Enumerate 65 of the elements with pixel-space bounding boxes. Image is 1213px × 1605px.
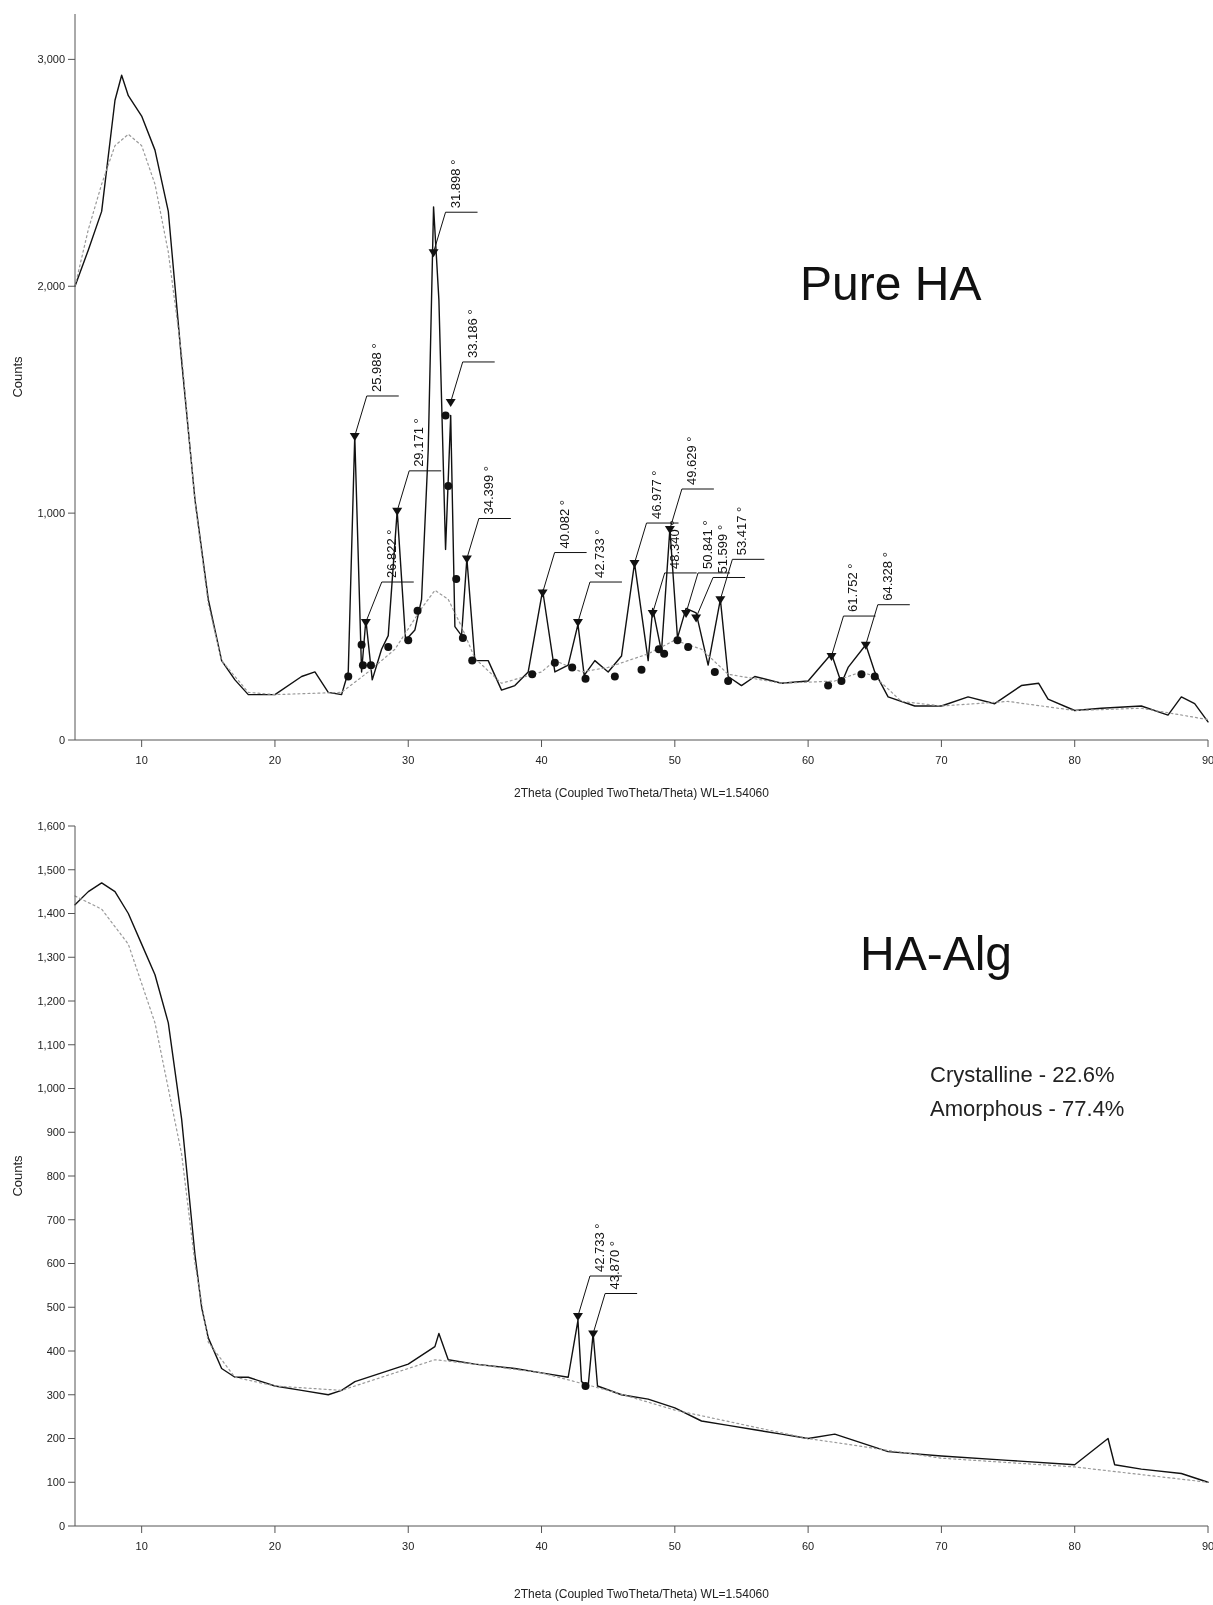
y-tick-label: 600: [46, 1257, 65, 1270]
y-tick-label: 100: [46, 1476, 65, 1489]
y-tick-label: 1,300: [37, 951, 65, 964]
annotation: 42.733 °: [591, 529, 607, 579]
y-tick-label: 1,000: [37, 1082, 65, 1095]
x-tick-label: 60: [801, 754, 815, 766]
annotation: 48.340 °: [666, 520, 682, 569]
x-axis-title: 2Theta (Coupled TwoTheta/Theta) WL=1.54060: [514, 1587, 770, 1601]
y-axis-title: Counts: [10, 1154, 25, 1197]
x-tick-label: 30: [402, 1540, 415, 1552]
y-tick-label: 1,000: [37, 506, 65, 519]
y-tick-label: 800: [46, 1169, 65, 1182]
x-tick-label: 70: [935, 754, 948, 766]
x-tick-label: 80: [1068, 1540, 1081, 1552]
x-tick-label: 50: [668, 1540, 681, 1552]
y-tick-label: 1,100: [37, 1038, 65, 1051]
y-tick-label: 1,200: [37, 994, 65, 1007]
annotation: 50.841 °: [700, 520, 716, 569]
text: HA-Alg: [860, 927, 1013, 980]
x-tick-label: 30: [402, 754, 415, 766]
y-tick-label: 1,400: [37, 907, 65, 920]
y-tick-label: 1,600: [37, 819, 65, 832]
annotation: 49.629 °: [683, 436, 699, 486]
x-tick-label: 10: [135, 1540, 148, 1552]
y-tick-label: 700: [46, 1213, 65, 1226]
x-tick-label: 70: [935, 1540, 948, 1552]
annotation: 40.082 °: [556, 499, 572, 549]
x-tick-label: 60: [801, 1540, 815, 1552]
annotation: 33.186 °: [464, 309, 480, 358]
x-tick-label: 20: [268, 1540, 282, 1552]
y-axis-title: Counts: [10, 355, 25, 398]
y-tick-label: 500: [46, 1301, 65, 1314]
y-tick-label: 1,500: [37, 863, 65, 876]
annotation: 26.822 °: [383, 529, 399, 579]
annotation: 61.752 °: [845, 563, 861, 613]
text: Pure HA: [800, 257, 982, 310]
x-tick-label: 40: [535, 754, 548, 766]
annotation: 31.898 °: [447, 159, 463, 209]
x-tick-label: 90: [1201, 754, 1213, 766]
x-tick-label: 90: [1201, 1540, 1213, 1552]
y-tick-label: 0: [58, 1519, 65, 1532]
annotation: 29.171 °: [411, 418, 427, 467]
annotation: 43.870 °: [607, 1240, 623, 1290]
y-tick-label: 300: [46, 1388, 65, 1401]
x-tick-label: 20: [268, 754, 282, 766]
annotation: 53.417 °: [734, 506, 750, 556]
annotation: 64.328 °: [879, 552, 895, 601]
x-tick-label: 80: [1068, 754, 1081, 766]
annotation: 46.977 °: [648, 470, 664, 520]
annotation: 25.988 °: [368, 343, 384, 392]
annotation: Crystalline - 22.6%: [930, 1062, 1115, 1087]
annotation: Amorphous - 77.4%: [930, 1096, 1125, 1121]
y-tick-label: 200: [46, 1432, 65, 1445]
annotation: 51.599 °: [715, 524, 731, 574]
y-tick-label: 3,000: [37, 53, 65, 66]
x-tick-label: 40: [535, 1540, 548, 1552]
y-tick-label: 2,000: [37, 280, 65, 293]
y-tick-label: 0: [58, 733, 65, 746]
x-tick-label: 10: [135, 754, 148, 766]
x-axis-title: 2Theta (Coupled TwoTheta/Theta) WL=1.54060: [514, 786, 770, 800]
y-tick-label: 900: [46, 1126, 65, 1139]
annotation: 34.399 °: [480, 465, 496, 515]
annotation: 42.733 °: [591, 1223, 607, 1272]
x-tick-label: 50: [668, 754, 681, 766]
y-tick-label: 400: [46, 1344, 65, 1357]
